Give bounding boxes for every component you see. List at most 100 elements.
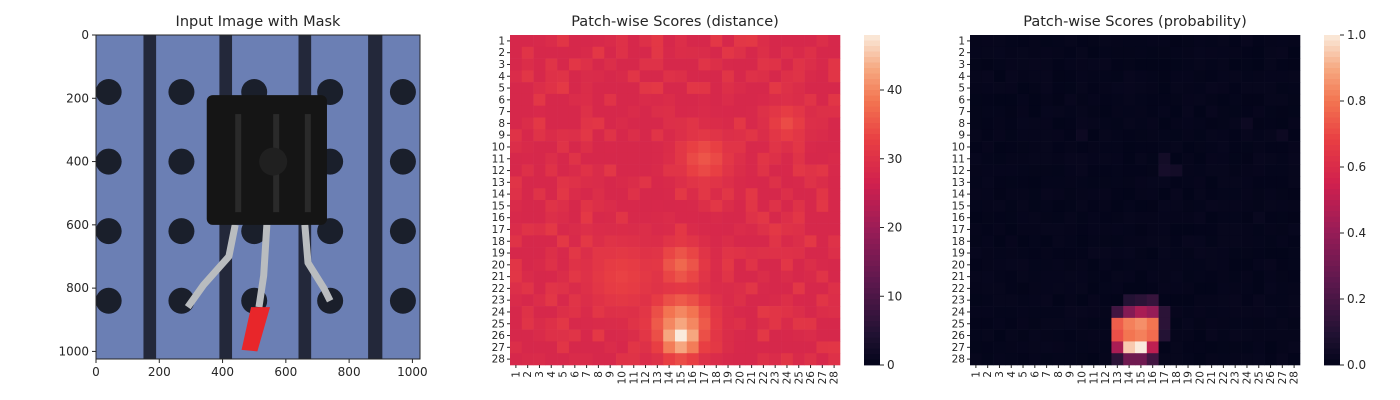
heatmap-cell bbox=[686, 270, 699, 283]
heatmap-cell bbox=[757, 270, 770, 283]
heatmap-cell bbox=[1052, 247, 1065, 260]
row-label: 8 bbox=[958, 118, 965, 130]
heatmap-cell bbox=[1028, 117, 1042, 130]
heatmap-cell bbox=[675, 164, 688, 177]
colorbar-segment bbox=[864, 40, 880, 47]
heatmap-cell bbox=[1064, 211, 1077, 224]
heatmap-cell bbox=[533, 129, 546, 142]
heatmap-cell bbox=[1028, 188, 1042, 201]
heatmap-cell bbox=[769, 82, 782, 95]
heatmap-cell bbox=[1111, 93, 1124, 107]
heatmap-cell bbox=[1099, 117, 1112, 130]
heatmap-cell bbox=[981, 258, 994, 272]
heatmap-cell bbox=[592, 317, 605, 330]
heatmap-cell bbox=[663, 152, 676, 165]
heatmap-cell bbox=[1182, 188, 1195, 201]
heatmap-cell bbox=[1028, 270, 1042, 283]
heatmap-cell bbox=[592, 282, 605, 295]
heatmap-cell bbox=[993, 70, 1006, 83]
heatmap-cell bbox=[804, 141, 817, 154]
colorbar-segment bbox=[1324, 337, 1340, 344]
heatmap-cell bbox=[1123, 270, 1136, 283]
heatmap-cell bbox=[510, 211, 523, 224]
heatmap-cell bbox=[580, 70, 593, 83]
heatmap-cell bbox=[663, 141, 676, 154]
heatmap-cell bbox=[1288, 82, 1301, 95]
heatmap-cell bbox=[1028, 200, 1042, 213]
board-hole bbox=[95, 78, 122, 105]
heatmap-cell bbox=[1170, 258, 1183, 272]
colorbar-tick-label: 0.0 bbox=[1347, 358, 1366, 372]
heatmap-cell bbox=[1288, 164, 1301, 177]
heatmap-cell bbox=[1040, 200, 1053, 213]
row-label: 2 bbox=[498, 47, 505, 59]
heatmap-cell bbox=[686, 93, 699, 107]
input-image bbox=[95, 35, 420, 359]
colorbar-segment bbox=[864, 35, 880, 41]
heatmap-cell bbox=[533, 306, 546, 319]
heatmap-cell bbox=[1111, 294, 1124, 307]
heatmap-cell bbox=[1264, 82, 1277, 95]
heatmap-cell bbox=[639, 329, 652, 342]
heatmap-cell bbox=[557, 35, 570, 48]
heatmap-cell bbox=[804, 306, 817, 319]
heatmap-cell bbox=[970, 105, 983, 118]
heatmap-cell bbox=[1064, 294, 1077, 307]
heatmap-cell bbox=[510, 93, 523, 107]
heatmap-cell bbox=[710, 152, 723, 165]
colorbar-segment bbox=[1324, 354, 1340, 360]
heatmap-cell bbox=[1182, 82, 1195, 95]
heatmap-cell bbox=[781, 200, 794, 213]
heatmap-cell bbox=[557, 46, 570, 59]
heatmap-cell bbox=[545, 306, 558, 319]
row-label: 22 bbox=[492, 283, 505, 295]
heatmap-cell bbox=[1005, 258, 1018, 272]
heatmap-cell bbox=[1076, 188, 1089, 201]
heatmap-cell bbox=[651, 35, 664, 48]
row-label: 25 bbox=[492, 318, 505, 330]
heatmap-cell bbox=[1276, 93, 1289, 107]
heatmap-cell bbox=[1099, 35, 1112, 48]
heatmap-cell bbox=[675, 93, 688, 107]
row-label: 21 bbox=[952, 271, 965, 283]
heatmap-cell bbox=[686, 317, 699, 330]
heatmap-cell bbox=[1288, 258, 1301, 272]
heatmap-cell bbox=[1099, 211, 1112, 224]
heatmap-cell bbox=[733, 270, 747, 283]
colorbar-segment bbox=[864, 282, 880, 289]
colorbar-segment bbox=[1324, 161, 1340, 168]
heatmap-cell bbox=[1064, 93, 1077, 107]
heatmap-cell bbox=[757, 341, 770, 354]
heatmap-cell bbox=[722, 317, 735, 330]
heatmap-cell bbox=[533, 247, 546, 260]
colorbar-tick-label: 1.0 bbox=[1347, 28, 1366, 42]
heatmap-cell bbox=[1229, 200, 1242, 213]
colorbar-segment bbox=[1324, 57, 1340, 63]
heatmap-cell bbox=[1182, 93, 1195, 107]
heatmap-cell bbox=[981, 93, 994, 107]
colorbar-segment bbox=[864, 117, 880, 124]
heatmap-cell bbox=[557, 282, 570, 295]
heatmap-cell bbox=[981, 141, 994, 154]
colorbar-tick-label: 0.8 bbox=[1347, 94, 1366, 108]
heatmap-cell bbox=[521, 152, 534, 165]
heatmap-cell bbox=[1193, 105, 1207, 118]
heatmap-cell bbox=[1099, 270, 1112, 283]
heatmap-cell bbox=[993, 152, 1006, 165]
heatmap-cell bbox=[745, 306, 758, 319]
heatmap-cell bbox=[1229, 70, 1242, 83]
heatmap-cell bbox=[1028, 341, 1042, 354]
heatmap-cell bbox=[1028, 258, 1042, 272]
heatmap-cell bbox=[663, 223, 676, 236]
heatmap-cell bbox=[1288, 188, 1301, 201]
heatmap-cell bbox=[698, 247, 711, 260]
heatmap-cell bbox=[1193, 82, 1207, 95]
heatmap-cell bbox=[1028, 58, 1042, 71]
colorbar-segment bbox=[864, 51, 880, 58]
row-label: 3 bbox=[958, 59, 965, 71]
heatmap-cell bbox=[686, 117, 699, 130]
heatmap-cell bbox=[568, 329, 582, 342]
heatmap-cell bbox=[1276, 58, 1289, 71]
heatmap-cell bbox=[993, 117, 1006, 130]
heatmap-cell bbox=[1028, 211, 1042, 224]
